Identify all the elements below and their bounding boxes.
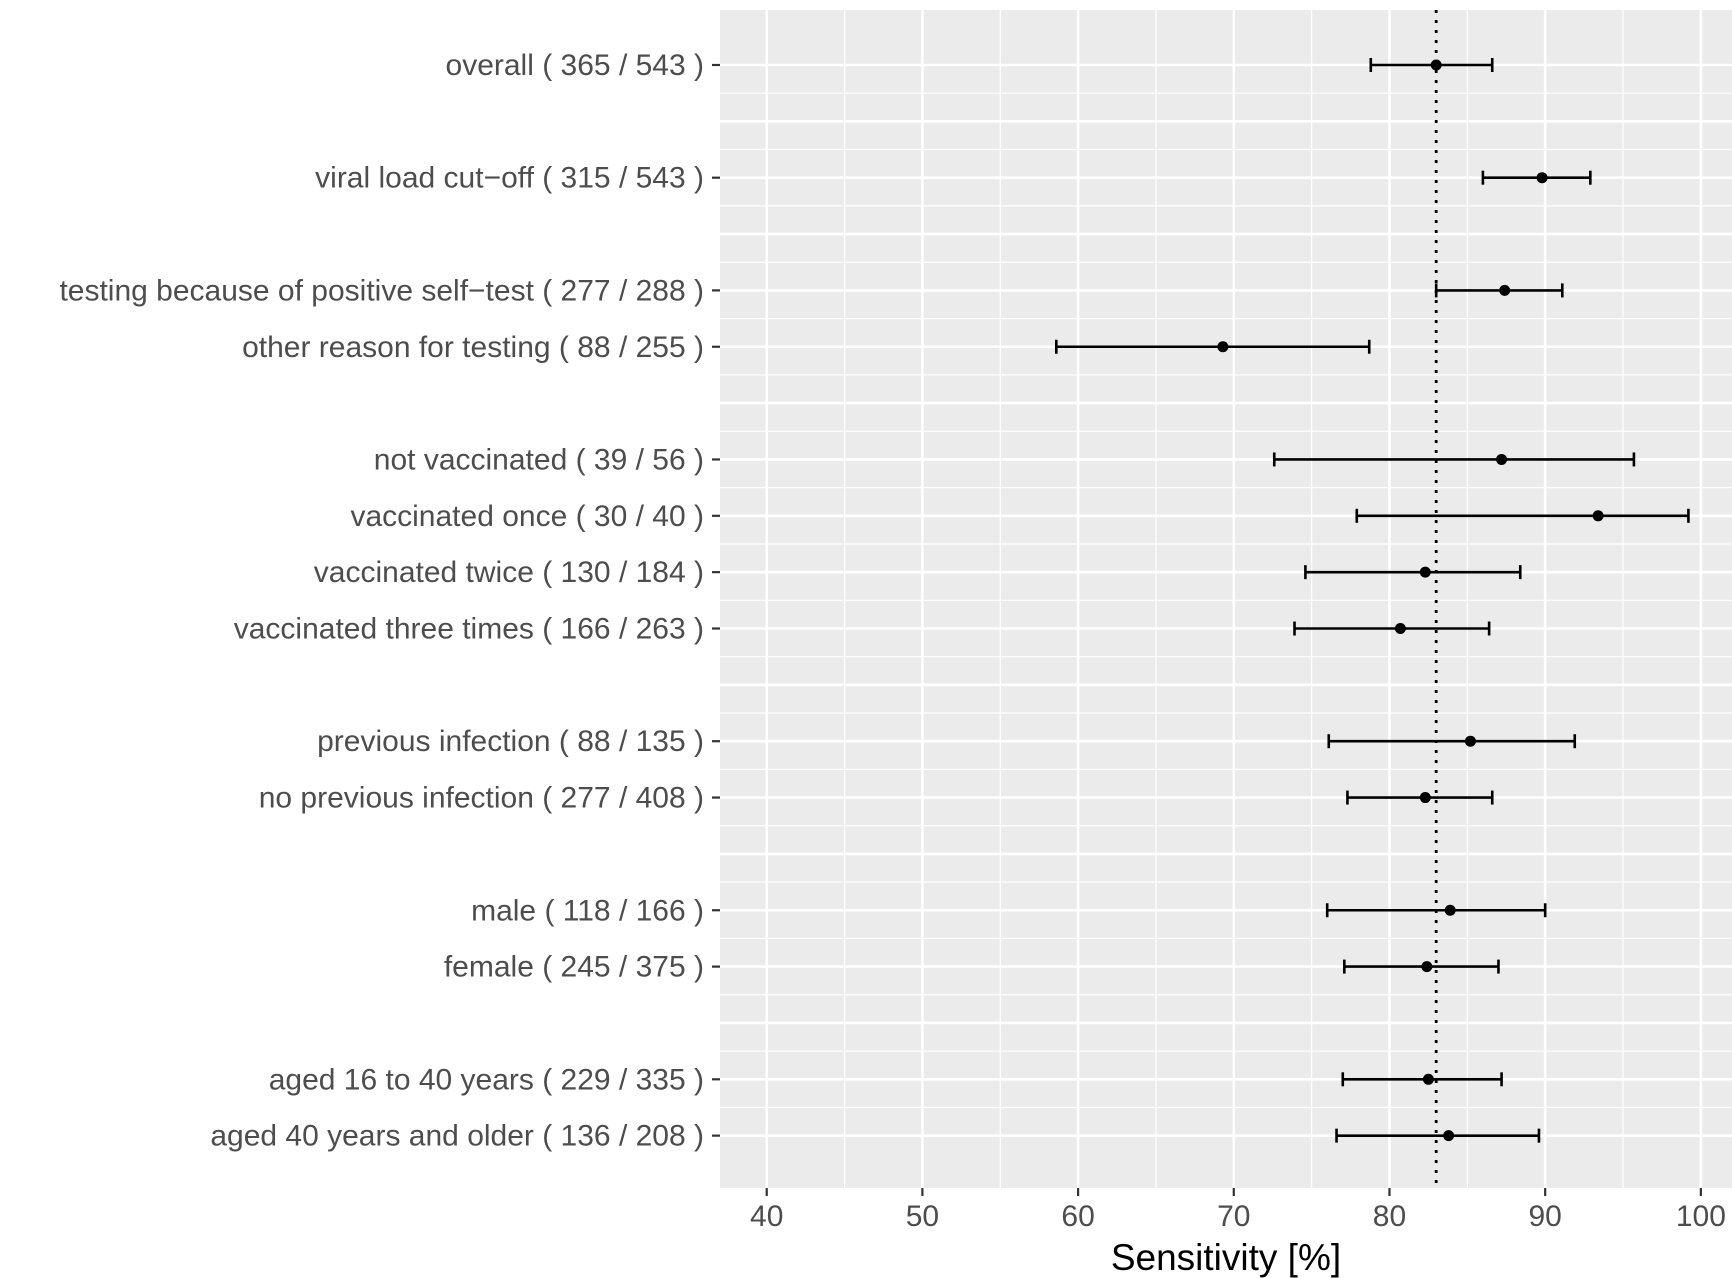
point-estimate <box>1394 623 1406 634</box>
point-estimate <box>1592 510 1604 522</box>
row-labels: overall ( 365 / 543 ) viral load cut−off … <box>59 49 720 1153</box>
row-label: female ( 245 / 375 ) <box>444 951 704 984</box>
point-estimate <box>1430 59 1442 71</box>
point-estimate <box>1496 453 1508 465</box>
point-estimate <box>1421 961 1433 973</box>
row-label: overall ( 365 / 543 ) <box>446 49 704 82</box>
x-tick-label: 80 <box>1373 1200 1406 1233</box>
minor-gridlines <box>720 10 1732 1188</box>
row-label: aged 16 to 40 years ( 229 / 335 ) <box>269 1063 704 1096</box>
point-estimate <box>1419 792 1431 804</box>
x-tick-label: 100 <box>1676 1200 1726 1233</box>
row-label: vaccinated once ( 30 / 40 ) <box>350 500 704 533</box>
row-label: testing because of positive self−test ( … <box>59 274 704 307</box>
row-label: vaccinated three times ( 166 / 263 ) <box>234 613 704 646</box>
row-label: other reason for testing ( 88 / 255 ) <box>242 331 704 364</box>
point-estimate <box>1464 735 1476 747</box>
row-label: not vaccinated ( 39 / 56 ) <box>374 443 704 476</box>
point-estimate <box>1422 1073 1434 1085</box>
interval-marks <box>1054 58 1690 1143</box>
point-estimate <box>1419 566 1431 578</box>
row-label: no previous infection ( 277 / 408 ) <box>259 782 704 815</box>
x-axis-ticks: 40 50 60 70 80 90 100 <box>750 1188 1726 1233</box>
point-estimate <box>1444 904 1456 916</box>
point-estimate <box>1443 1130 1455 1142</box>
row-label: male ( 118 / 166 ) <box>471 894 704 927</box>
point-estimate <box>1499 284 1511 296</box>
plot-panel <box>720 10 1732 1188</box>
x-tick-label: 60 <box>1061 1200 1094 1233</box>
x-axis-title: Sensitivity [%] <box>1111 1237 1341 1278</box>
x-tick-label: 70 <box>1217 1200 1250 1233</box>
point-estimate <box>1217 341 1229 353</box>
row-label: aged 40 years and older ( 136 / 208 ) <box>210 1120 704 1153</box>
row-label: viral load cut−off ( 315 / 543 ) <box>315 162 704 195</box>
x-tick-label: 90 <box>1528 1200 1561 1233</box>
row-label: vaccinated twice ( 130 / 184 ) <box>314 556 704 589</box>
point-estimate <box>1536 172 1548 184</box>
row-label: previous infection ( 88 / 135 ) <box>317 725 704 758</box>
x-tick-label: 50 <box>906 1200 939 1233</box>
x-tick-label: 40 <box>750 1200 783 1233</box>
